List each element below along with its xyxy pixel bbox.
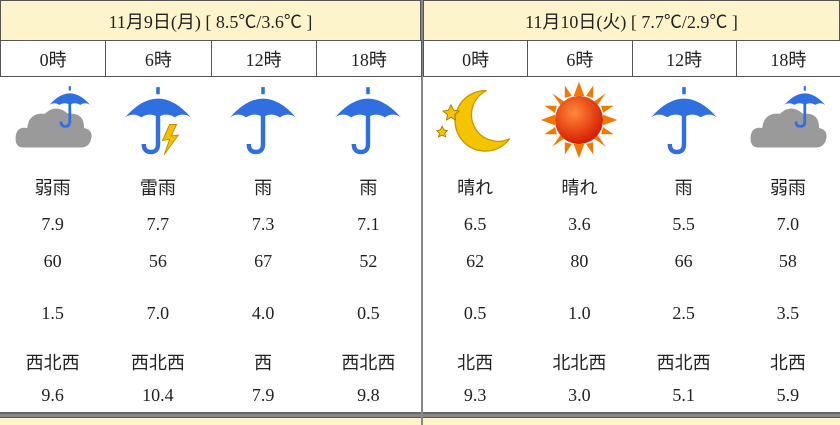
weather: 雷雨 bbox=[139, 178, 176, 198]
humidity: 56 bbox=[148, 251, 167, 271]
wind-speed: 3.0 bbox=[568, 385, 591, 405]
humidity: 62 bbox=[466, 251, 485, 271]
temp: 7.1 bbox=[357, 214, 380, 234]
weather-icon bbox=[13, 80, 93, 160]
wind-speed: 10.4 bbox=[142, 385, 174, 405]
wind-dir: 西北西 bbox=[341, 353, 396, 373]
precip: 1.0 bbox=[568, 303, 591, 323]
wind-speed: 7.9 bbox=[251, 385, 275, 405]
weather-icon bbox=[118, 80, 198, 160]
humidity: 80 bbox=[570, 251, 589, 271]
time-cell: 0時 bbox=[0, 40, 107, 77]
weather-icon bbox=[436, 89, 511, 152]
weather: 弱雨 bbox=[34, 178, 71, 198]
precip: 2.5 bbox=[672, 303, 695, 323]
day-header: 11月10日(火) [ 7.7℃/2.9℃ ] bbox=[423, 0, 840, 41]
wind-dir: 西北西 bbox=[130, 353, 185, 373]
weather-icon bbox=[541, 81, 618, 159]
precip: 4.0 bbox=[251, 303, 275, 323]
wind-dir: 西 bbox=[254, 353, 273, 373]
weather-icon bbox=[644, 80, 724, 160]
wind-speed: 9.3 bbox=[463, 385, 487, 405]
humidity: 58 bbox=[778, 251, 797, 271]
weather: 晴れ bbox=[561, 178, 598, 198]
next-header bbox=[0, 417, 421, 425]
precip: 7.0 bbox=[146, 303, 170, 323]
precip: 3.5 bbox=[776, 303, 800, 323]
humidity: 66 bbox=[674, 251, 693, 271]
humidity: 60 bbox=[43, 251, 62, 271]
time-cell: 6時 bbox=[105, 40, 212, 77]
wind-dir: 北北西 bbox=[552, 353, 607, 373]
wind-dir: 北西 bbox=[769, 353, 806, 373]
temp: 7.3 bbox=[251, 214, 275, 234]
temp: 6.5 bbox=[463, 214, 487, 234]
temp: 5.5 bbox=[672, 214, 695, 234]
time-cell: 18時 bbox=[735, 40, 840, 77]
time-cell: 6時 bbox=[527, 40, 633, 77]
precip: 0.5 bbox=[463, 303, 487, 323]
weather-icon bbox=[748, 80, 828, 160]
humidity: 52 bbox=[359, 251, 378, 271]
temp: 7.0 bbox=[776, 214, 800, 234]
weather-icon bbox=[223, 80, 303, 160]
wind-speed: 5.1 bbox=[672, 385, 695, 405]
day-header: 11月9日(月) [ 8.5℃/3.6℃ ] bbox=[0, 0, 421, 41]
wind-dir: 西北西 bbox=[656, 353, 711, 373]
wind-dir: 北西 bbox=[457, 353, 494, 373]
next-header bbox=[423, 417, 840, 425]
temp: 7.9 bbox=[41, 214, 64, 234]
time-cell: 18時 bbox=[315, 40, 422, 77]
temp: 7.7 bbox=[146, 214, 170, 234]
weather: 雨 bbox=[254, 178, 273, 198]
weather: 弱雨 bbox=[769, 178, 806, 198]
weather-icon bbox=[328, 80, 408, 160]
precip: 1.5 bbox=[41, 303, 64, 323]
humidity: 67 bbox=[254, 251, 273, 271]
time-cell: 12時 bbox=[210, 40, 317, 77]
weather: 雨 bbox=[674, 178, 693, 198]
wind-speed: 9.8 bbox=[357, 385, 380, 405]
weather: 雨 bbox=[359, 178, 378, 198]
wind-speed: 9.6 bbox=[41, 385, 64, 405]
weather: 晴れ bbox=[457, 178, 494, 198]
temp: 3.6 bbox=[568, 214, 591, 234]
wind-dir: 西北西 bbox=[25, 353, 80, 373]
precip: 0.5 bbox=[357, 303, 380, 323]
time-cell: 0時 bbox=[423, 40, 529, 77]
time-cell: 12時 bbox=[631, 40, 737, 77]
wind-speed: 5.9 bbox=[776, 385, 800, 405]
